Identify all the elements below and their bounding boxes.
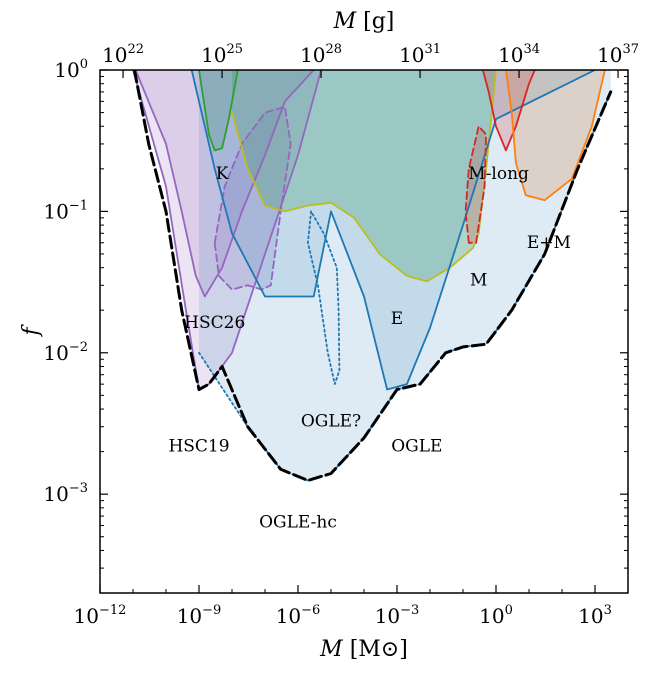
y-tick-label: 10−3 — [43, 481, 88, 506]
x2-tick-label: 1022 — [102, 42, 144, 67]
label-hsc19: HSC19 — [168, 437, 229, 457]
label-e: E — [391, 309, 403, 329]
m-long-area — [482, 70, 535, 151]
label-m-long: M-long — [468, 164, 529, 184]
x2-tick-label: 1031 — [399, 42, 441, 67]
e-area — [232, 70, 496, 282]
label-ogle: OGLE — [391, 437, 442, 457]
e-m-line — [505, 70, 606, 202]
axis-ticks: 10−12 10−9 10−6 10−3 100 103 1022 1025 1028 1031 1… — [43, 42, 639, 628]
x2-tick-label: 1028 — [300, 42, 342, 67]
x2-tick-label: 1034 — [498, 42, 540, 67]
x-tick-label: 10−12 — [74, 603, 127, 628]
label-e-m: E+M — [527, 233, 571, 253]
ogle-area — [191, 70, 595, 390]
y-axis-title: f — [19, 324, 44, 338]
y-tick-label: 100 — [54, 57, 88, 82]
label-ogle: OGLE? — [301, 412, 361, 432]
ogle-line — [190, 70, 596, 391]
label-ogle-hc: OGLE-hc — [259, 513, 337, 533]
x-axis-title: M [M⊙] — [319, 637, 408, 662]
x-tick-label: 100 — [479, 603, 513, 628]
x2-tick-label: 1037 — [597, 42, 639, 67]
hsc19-line — [132, 70, 322, 391]
hsc26-dashed-area — [214, 106, 291, 290]
x-tick-label: 10−3 — [375, 603, 420, 628]
hsc26-line — [134, 70, 315, 298]
m-line — [464, 125, 487, 244]
x-tick-label: 10−6 — [276, 603, 321, 628]
label-hsc26: HSC26 — [184, 313, 245, 333]
y-tick-label: 10−1 — [43, 198, 88, 223]
combined-line — [132, 70, 613, 482]
hsc26-dashed-line — [213, 105, 292, 291]
x2-tick-label: 1025 — [201, 42, 243, 67]
hsc26-area — [135, 70, 314, 297]
hsc19-area — [133, 70, 322, 390]
series-lines — [132, 70, 613, 482]
label-k: K — [216, 164, 229, 184]
region-labels: K M-long E+M M E HSC26 HSC19 OGLE? OGLE OGLE-hc — [168, 164, 570, 533]
y-tick-label: 10−2 — [43, 340, 88, 365]
k-line — [198, 70, 239, 152]
m-long-line — [482, 70, 536, 152]
axis-titles: M [M⊙] M [g] f — [19, 9, 408, 662]
x2-axis-title: M [g] — [333, 9, 395, 34]
label-m: M — [470, 270, 487, 290]
x-tick-label: 10−9 — [177, 603, 222, 628]
ogle-line — [307, 210, 341, 385]
x-tick-label: 103 — [578, 603, 612, 628]
